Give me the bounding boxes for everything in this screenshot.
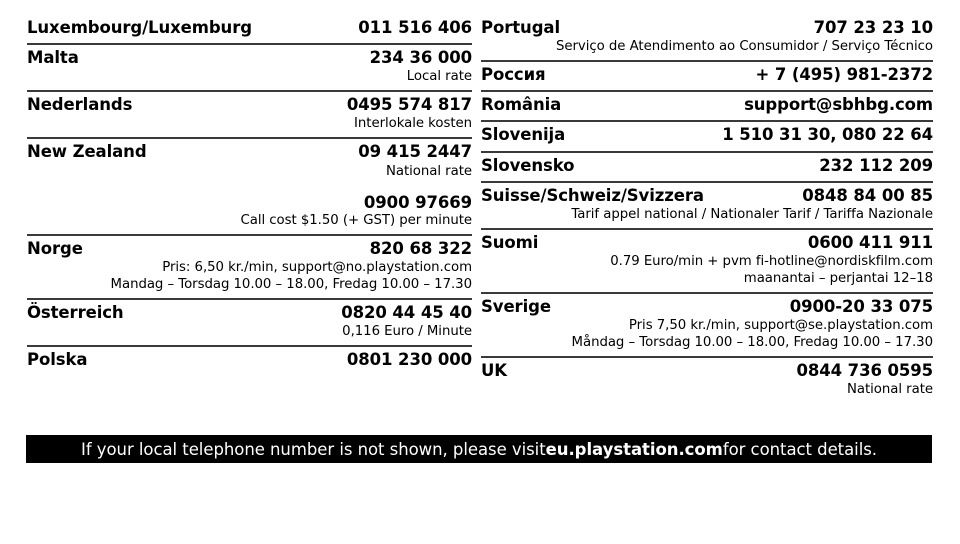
contact-note: 0,116 Euro / Minute <box>342 323 472 339</box>
contact-note: Pris: 6,50 kr./min, support@no.playstati… <box>162 259 472 275</box>
country-row: Malta 234 36 000 Local rate <box>27 43 472 90</box>
country-row-main: Polska 0801 230 000 <box>27 350 472 370</box>
contact-note: Serviço de Atendimento ao Consumidor / S… <box>555 39 933 55</box>
contact-number[interactable]: 0848 84 00 85 <box>802 185 933 205</box>
country-row: România support@sbhbg.com <box>481 90 933 120</box>
country-row-main: Portugal 707 23 23 10 <box>481 18 933 38</box>
country-row: Suisse/Schweiz/Svizzera 0848 84 00 85 Tari… <box>481 180 933 228</box>
country-row: Norge 820 68 322 Pris: 6,50 kr./min, suppo… <box>27 233 473 298</box>
contact-number[interactable]: 0900 97669 <box>363 192 472 212</box>
country-name: Luxembourg/Luxemburg <box>27 18 252 37</box>
banner-text-after: for contact details. <box>722 439 877 459</box>
contact-number[interactable]: 0820 44 45 40 <box>341 302 472 322</box>
contact-number[interactable]: 707 23 23 10 <box>813 18 933 37</box>
contact-number[interactable]: 820 68 322 <box>369 238 472 258</box>
country-row: Slovenija 1 510 31 30, 080 22 64 <box>481 120 933 150</box>
country-row: Portugal 707 23 23 10 Serviço de Atendimen… <box>481 18 933 60</box>
contact-number[interactable]: 0495 574 817 <box>346 95 472 115</box>
country-name: Österreich <box>27 302 124 322</box>
country-name: Norge <box>27 238 83 258</box>
contact-note: Pris 7,50 kr./min, support@se.playstatio… <box>628 318 933 334</box>
country-name: Malta <box>27 48 79 68</box>
country-row-main: Österreich 0820 44 45 40 <box>27 303 472 323</box>
contact-note: maanantai – perjantai 12–18 <box>743 270 933 286</box>
country-name: România <box>481 95 562 115</box>
country-row: UK 0844 736 0595 National rate <box>481 356 933 403</box>
country-row-main: Sverige 0900-20 33 075 <box>481 297 933 317</box>
contact-number[interactable]: 1 510 31 30, 080 22 64 <box>722 125 933 145</box>
country-name: Suomi <box>481 232 539 252</box>
country-name: UK <box>481 361 507 381</box>
contact-number[interactable]: 232 112 209 <box>819 155 933 175</box>
country-name: Slovenija <box>481 125 566 145</box>
contact-number[interactable]: support@sbhbg.com <box>744 95 933 115</box>
contact-note: Local rate <box>406 69 472 85</box>
country-row: Slovensko 232 112 209 <box>481 150 933 181</box>
country-row: Россия + 7 (495) 981-2372 <box>481 60 933 90</box>
country-row-main: Suomi 0600 411 911 <box>481 233 933 253</box>
contact-number[interactable]: 09 415 2447 <box>358 142 472 162</box>
country-name: Suisse/Schweiz/Svizzera <box>481 185 704 205</box>
country-row-main: Luxembourg/Luxemburg 011 516 406 <box>27 18 472 38</box>
contact-note: National rate <box>386 163 472 179</box>
country-name: Polska <box>27 349 88 369</box>
country-row: Sverige 0900-20 33 075 Pris 7,50 kr./min, … <box>481 291 934 356</box>
country-name: Portugal <box>481 18 561 37</box>
left-column: Luxembourg/Luxemburg 011 516 406 Malta 234 … <box>0 18 472 375</box>
banner-text-before: If your local telephone number is not sh… <box>81 439 546 459</box>
country-row-main: Malta 234 36 000 <box>27 48 472 68</box>
country-name: Nederlands <box>27 95 133 115</box>
contact-number[interactable]: 0801 230 000 <box>346 349 472 369</box>
country-row-main: Norge 820 68 322 <box>27 239 472 259</box>
additional-number-block: 0900 97669 Call cost $1.50 (+ GST) per mi… <box>27 193 472 229</box>
country-row-main: Slovenija 1 510 31 30, 080 22 64 <box>481 125 933 145</box>
country-name: Slovensko <box>481 155 575 175</box>
contact-number[interactable]: + 7 (495) 981-2372 <box>755 65 934 85</box>
country-row: Polska 0801 230 000 <box>27 344 472 375</box>
country-name: New Zealand <box>27 142 147 162</box>
contact-number[interactable]: 011 516 406 <box>358 18 472 37</box>
contact-number[interactable]: 0600 411 911 <box>807 232 933 252</box>
country-row: Nederlands 0495 574 817 Interlokale kosten <box>27 90 472 137</box>
country-row: Suomi 0600 411 911 0.79 Euro/min + pvm fi-… <box>481 227 933 292</box>
contact-note: Måndag – Torsdag 10.00 – 18.00, Fredag 1… <box>571 335 934 351</box>
contact-number[interactable]: 234 36 000 <box>369 48 472 68</box>
country-row-main: Slovensko 232 112 209 <box>481 156 933 176</box>
country-row-main: Suisse/Schweiz/Svizzera 0848 84 00 85 <box>481 186 933 206</box>
contact-note: Mandag – Torsdag 10.00 – 18.00, Fredag 1… <box>110 276 473 292</box>
footer-banner: If your local telephone number is not sh… <box>26 435 932 463</box>
contact-note: Interlokale kosten <box>354 116 472 132</box>
country-row: New Zealand 09 415 2447 National rate 0900 … <box>27 137 472 233</box>
country-row: Österreich 0820 44 45 40 0,116 Euro / Minu… <box>27 297 472 345</box>
contact-number[interactable]: 0844 736 0595 <box>796 361 934 381</box>
contact-number[interactable]: 0900-20 33 075 <box>789 296 933 316</box>
country-name: Sverige <box>481 296 551 316</box>
right-column: Portugal 707 23 23 10 Serviço de Atendimen… <box>472 18 960 403</box>
contact-note: Tarif appel national / Nationaler Tarif … <box>571 206 933 222</box>
contact-note: National rate <box>847 382 933 398</box>
country-row-main: New Zealand 09 415 2447 <box>27 142 472 162</box>
contact-note: Call cost $1.50 (+ GST) per minute <box>240 212 472 228</box>
contact-note: 0.79 Euro/min + pvm fi-hotline@nordiskfi… <box>610 253 933 269</box>
country-row-main: România support@sbhbg.com <box>481 95 933 115</box>
country-row-main: UK 0844 736 0595 <box>481 361 933 381</box>
two-column-layout: Luxembourg/Luxemburg 011 516 406 Malta 234 … <box>0 18 960 403</box>
country-row-main: Россия + 7 (495) 981-2372 <box>481 65 933 85</box>
country-row-main: Nederlands 0495 574 817 <box>27 95 472 115</box>
banner-website-link[interactable]: eu.playstation.com <box>545 439 723 459</box>
country-row: Luxembourg/Luxemburg 011 516 406 <box>27 18 472 43</box>
country-name: Россия <box>481 65 546 85</box>
